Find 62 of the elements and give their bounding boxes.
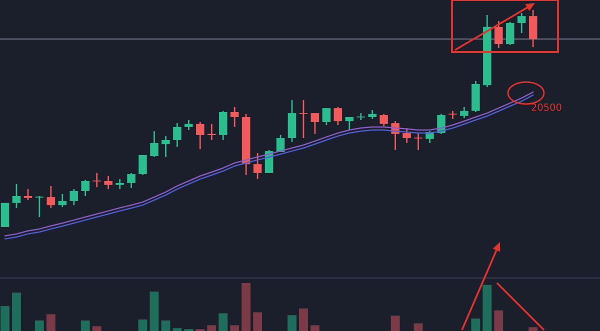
- bar: [471, 318, 480, 331]
- candlestick: [310, 112, 320, 135]
- bar: [0, 306, 10, 331]
- candlestick: [24, 188, 32, 201]
- candlestick: [162, 135, 170, 158]
- bar: [12, 292, 21, 331]
- bar: [299, 308, 308, 331]
- bar: [218, 313, 228, 331]
- bar: [310, 325, 320, 331]
- bar: [528, 327, 538, 331]
- bar: [80, 320, 90, 331]
- candlestick: [414, 132, 422, 151]
- candlestick: [448, 110, 457, 120]
- bar: [230, 325, 240, 331]
- bar: [172, 328, 182, 331]
- candlestick: [35, 195, 44, 218]
- bar: [92, 326, 102, 331]
- bar: [494, 310, 504, 331]
- candlestick: [506, 21, 514, 46]
- bar: [34, 320, 44, 331]
- bar: [482, 284, 492, 331]
- candlestick: [460, 106, 468, 119]
- candlestick: [116, 178, 124, 190]
- candlestick: [81, 179, 90, 197]
- candlestick: [345, 116, 354, 131]
- candlestick: [138, 154, 147, 176]
- candlestick: [494, 20, 503, 49]
- bar: [242, 283, 251, 331]
- bar: [414, 323, 423, 331]
- bar: [390, 316, 400, 331]
- candlestick: [299, 99, 308, 139]
- candlestick: [12, 183, 21, 209]
- candlestick: [58, 193, 67, 208]
- candlestick: [356, 112, 366, 121]
- bar: [161, 320, 170, 331]
- annotation: 20500: [532, 103, 562, 111]
- bar: [138, 319, 148, 331]
- bar: [46, 314, 56, 331]
- candlestick: [208, 123, 216, 141]
- candlestick: [517, 12, 526, 34]
- candlestick: [528, 9, 538, 48]
- candlestick: [402, 127, 411, 144]
- candlestick: [196, 121, 204, 150]
- candlestick: [70, 188, 78, 206]
- candlestick: [184, 119, 193, 131]
- candlestick: [334, 106, 342, 126]
- candlestick: [253, 152, 262, 180]
- candlestick: [218, 110, 228, 141]
- candlestick: [173, 122, 182, 148]
- bar: [288, 315, 296, 331]
- bar: [253, 312, 262, 331]
- candlestick: [322, 107, 331, 126]
- candlestick: [104, 175, 112, 190]
- candlestick: [230, 106, 239, 128]
- bar: [150, 292, 159, 331]
- candlestick: [380, 113, 388, 127]
- candlestick: [92, 172, 101, 188]
- candlestick: [127, 172, 136, 189]
- candlestick: [46, 185, 56, 209]
- candlestick: [276, 134, 285, 153]
- bar: [207, 325, 216, 331]
- candlestick: [150, 130, 158, 158]
